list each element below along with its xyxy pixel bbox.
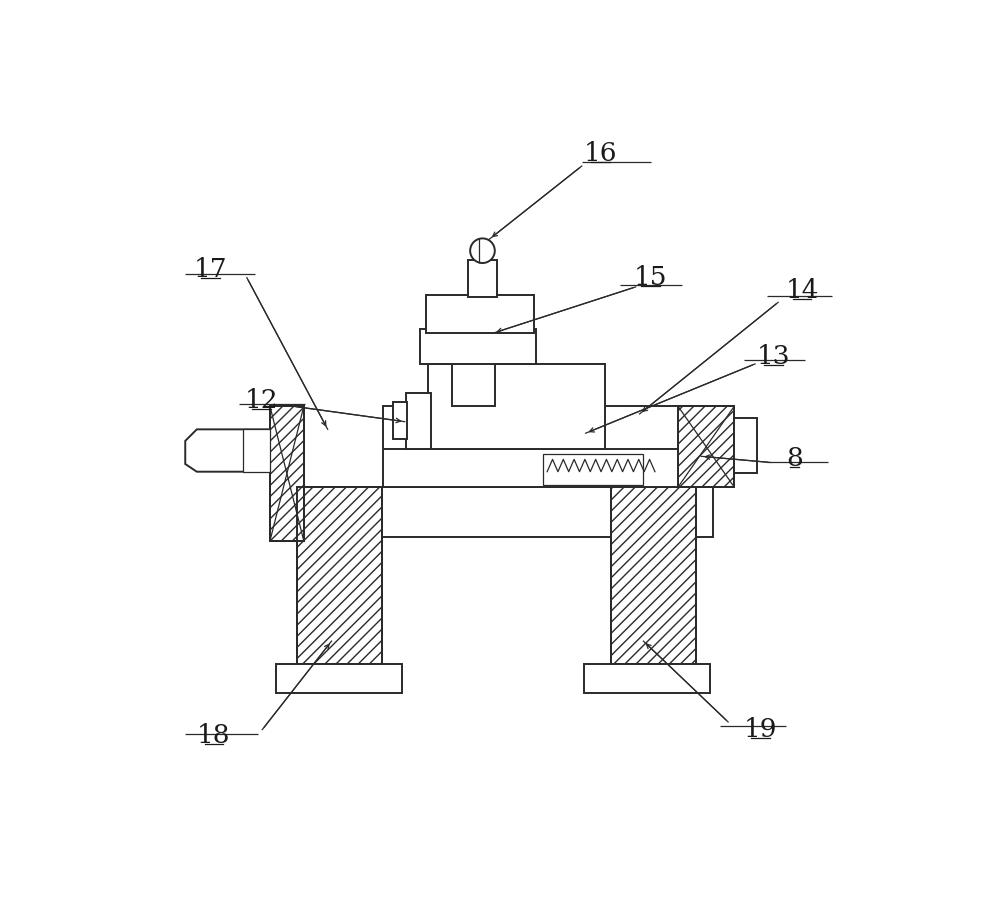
Text: 16: 16 [584,141,617,167]
Text: 15: 15 [634,265,667,290]
Bar [406,393,431,448]
Text: 14: 14 [785,278,819,303]
Bar [420,329,536,364]
Bar [428,364,605,448]
Text: 18: 18 [197,723,230,748]
Text: 8: 8 [786,447,803,471]
Bar [282,487,713,537]
Text: 17: 17 [194,257,227,282]
Circle shape [470,239,495,263]
Polygon shape [185,429,270,472]
Bar [678,406,734,487]
Bar [426,295,534,333]
Bar [243,429,270,472]
Bar [297,487,382,664]
Bar [276,664,402,694]
Bar [393,403,407,439]
Bar [270,406,304,541]
Bar [734,418,757,473]
Text: 12: 12 [245,388,278,413]
Bar [584,664,710,694]
Bar [383,406,678,487]
Bar [452,329,495,406]
Text: 19: 19 [744,717,777,742]
Bar [678,406,734,487]
Bar [611,487,696,664]
Bar [468,260,497,296]
Bar [611,487,696,664]
Bar [297,487,382,664]
Bar [270,406,304,541]
Bar [543,454,643,485]
Text: 13: 13 [757,344,790,369]
